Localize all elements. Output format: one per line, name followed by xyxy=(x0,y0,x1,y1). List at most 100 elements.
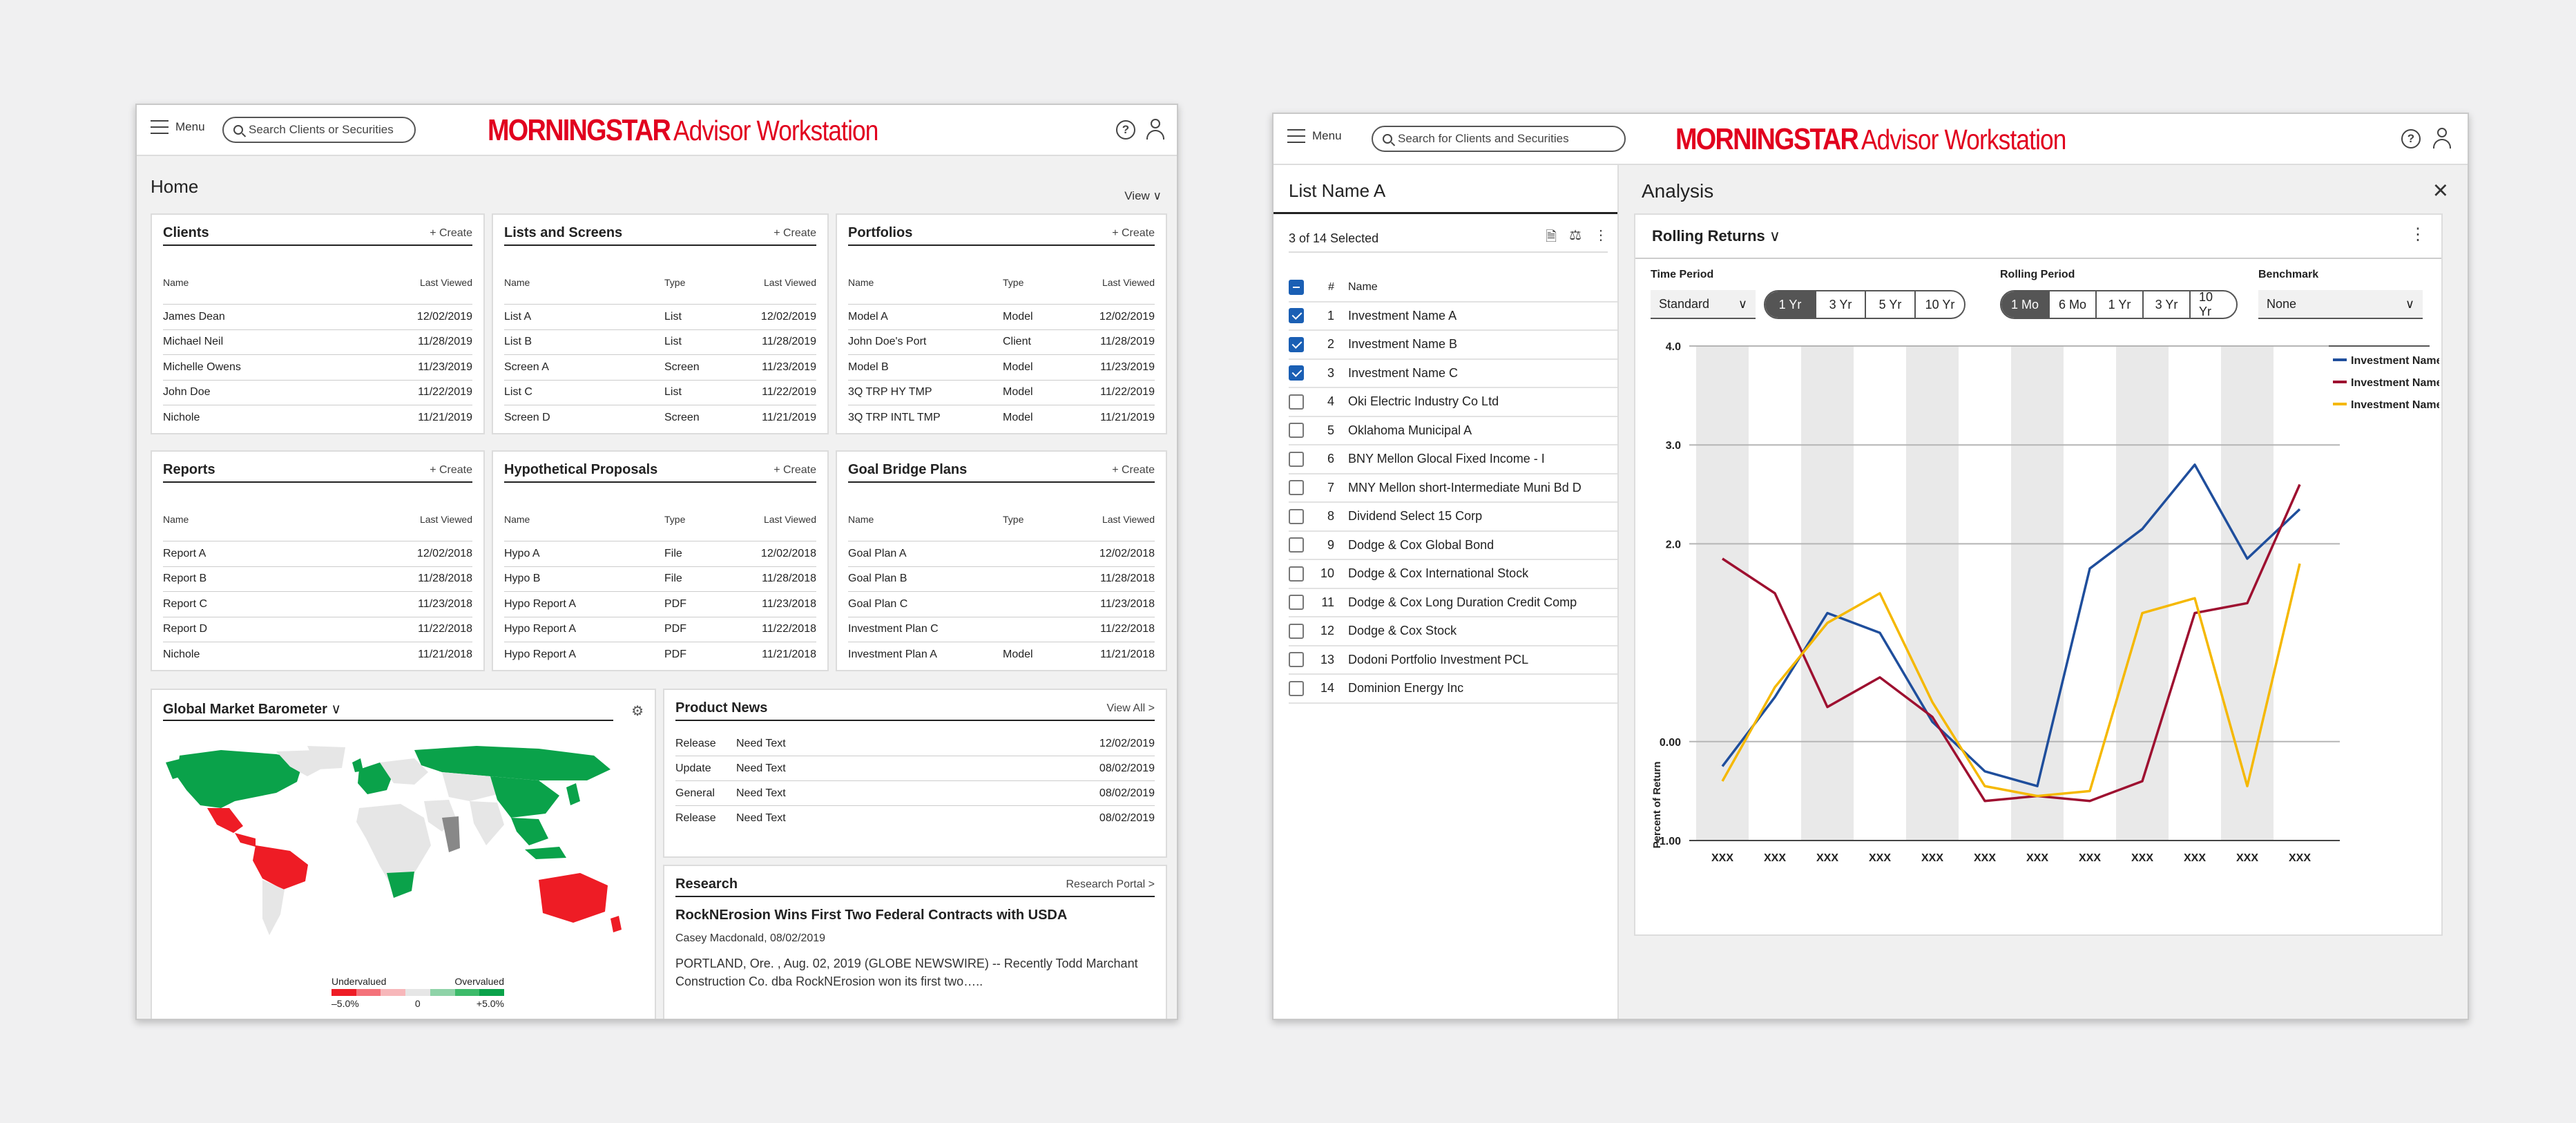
table-row[interactable]: List B List 11/28/2019 xyxy=(504,330,816,355)
close-icon[interactable]: × xyxy=(2432,176,2448,205)
item-checkbox[interactable] xyxy=(1289,680,1304,696)
chart-type-dropdown[interactable]: Rolling Returns ∨ xyxy=(1652,227,1780,245)
table-row[interactable]: Investment Plan A Model 11/21/2018 xyxy=(848,642,1155,668)
item-checkbox[interactable] xyxy=(1289,480,1304,496)
table-row[interactable]: Hypo A File 12/02/2018 xyxy=(504,541,816,567)
list-item[interactable]: 14 Dominion Energy Inc xyxy=(1289,675,1617,704)
table-row[interactable]: Goal Plan A 12/02/2018 xyxy=(848,541,1155,567)
select-all-checkbox[interactable] xyxy=(1289,279,1304,295)
table-row[interactable]: Nichole 11/21/2019 xyxy=(163,405,472,431)
item-checkbox[interactable] xyxy=(1289,451,1304,467)
item-checkbox[interactable] xyxy=(1289,394,1304,410)
segment-option[interactable]: 6 Mo xyxy=(2048,291,2095,318)
list-item[interactable]: 2 Investment Name B xyxy=(1289,331,1617,360)
segment-option[interactable]: 1 Yr xyxy=(2095,291,2142,318)
segment-option[interactable]: 3 Yr xyxy=(1815,291,1865,318)
create-button[interactable]: + Create xyxy=(430,227,472,239)
search-input[interactable] xyxy=(1398,132,1604,146)
list-item[interactable]: 12 Dodge & Cox Stock xyxy=(1289,617,1617,646)
list-item[interactable]: 7 MNY Mellon short-Intermediate Muni Bd D xyxy=(1289,474,1617,503)
segment-option[interactable]: 3 Yr xyxy=(2142,291,2189,318)
table-row[interactable]: Goal Plan C 11/23/2018 xyxy=(848,592,1155,617)
segment-option[interactable]: 5 Yr xyxy=(1865,291,1914,318)
table-row[interactable]: Report D 11/22/2018 xyxy=(163,617,472,642)
table-row[interactable]: Hypo Report A PDF 11/22/2018 xyxy=(504,617,816,642)
news-row[interactable]: Update Need Text 08/02/2019 xyxy=(675,756,1155,781)
segment-option[interactable]: 10 Yr xyxy=(2189,291,2236,318)
list-item[interactable]: 9 Dodge & Cox Global Bond xyxy=(1289,532,1617,560)
list-item[interactable]: 13 Dodoni Portfolio Investment PCL xyxy=(1289,646,1617,675)
table-row[interactable]: Hypo Report A PDF 11/21/2018 xyxy=(504,642,816,668)
list-item[interactable]: 1 Investment Name A xyxy=(1289,303,1617,331)
item-checkbox[interactable] xyxy=(1289,423,1304,439)
segment-option[interactable]: 1 Mo xyxy=(2001,291,2048,318)
barometer-title[interactable]: Global Market Barometer ∨ xyxy=(163,700,341,718)
gear-icon[interactable]: ⚙ xyxy=(631,704,644,719)
item-checkbox[interactable] xyxy=(1289,623,1304,639)
benchmark-select[interactable]: None ∨ xyxy=(2258,290,2423,319)
table-row[interactable]: Michael Neil 11/28/2019 xyxy=(163,330,472,355)
research-headline[interactable]: RockNErosion Wins First Two Federal Cont… xyxy=(675,908,1068,923)
item-checkbox[interactable] xyxy=(1289,566,1304,582)
create-button[interactable]: + Create xyxy=(773,227,816,239)
search-box[interactable] xyxy=(222,117,416,143)
table-row[interactable]: List C List 11/22/2019 xyxy=(504,381,816,405)
help-icon[interactable]: ? xyxy=(1116,120,1135,140)
create-button[interactable]: + Create xyxy=(773,464,816,476)
view-all-link[interactable]: View All > xyxy=(1106,702,1155,714)
create-button[interactable]: + Create xyxy=(1112,464,1155,476)
item-checkbox[interactable] xyxy=(1289,652,1304,668)
list-item[interactable]: 11 Dodge & Cox Long Duration Credit Comp xyxy=(1289,589,1617,617)
table-row[interactable]: John Doe 11/22/2019 xyxy=(163,381,472,405)
menu-button[interactable]: Menu xyxy=(151,120,205,134)
table-row[interactable]: Model A Model 12/02/2019 xyxy=(848,305,1155,330)
table-row[interactable]: Screen D Screen 11/21/2019 xyxy=(504,405,816,431)
table-row[interactable]: Nichole 11/21/2018 xyxy=(163,642,472,668)
document-icon[interactable]: 🗎 xyxy=(1545,229,1557,244)
item-checkbox[interactable] xyxy=(1289,308,1304,324)
search-input[interactable] xyxy=(249,123,403,137)
list-item[interactable]: 10 Dodge & Cox International Stock xyxy=(1289,560,1617,589)
menu-button[interactable]: Menu xyxy=(1287,129,1342,143)
help-icon[interactable]: ? xyxy=(2401,129,2421,148)
list-item[interactable]: 6 BNY Mellon Glocal Fixed Income - I xyxy=(1289,445,1617,474)
list-item[interactable]: 5 Oklahoma Municipal A xyxy=(1289,417,1617,445)
more-icon[interactable]: ⋮ xyxy=(2410,225,2426,244)
table-row[interactable]: Hypo Report A PDF 11/23/2018 xyxy=(504,592,816,617)
table-row[interactable]: Goal Plan B 11/28/2018 xyxy=(848,567,1155,592)
table-row[interactable]: Model B Model 11/23/2019 xyxy=(848,355,1155,381)
table-row[interactable]: Report A 12/02/2018 xyxy=(163,541,472,567)
table-row[interactable]: 3Q TRP INTL TMP Model 11/21/2019 xyxy=(848,405,1155,431)
segment-option[interactable]: 1 Yr xyxy=(1765,291,1815,318)
list-item[interactable]: 3 Investment Name C xyxy=(1289,360,1617,388)
item-checkbox[interactable] xyxy=(1289,508,1304,524)
item-checkbox[interactable] xyxy=(1289,336,1304,352)
view-menu[interactable]: View ∨ xyxy=(1124,189,1162,203)
more-icon[interactable]: ⋮ xyxy=(1594,228,1608,243)
create-button[interactable]: + Create xyxy=(1112,227,1155,239)
news-row[interactable]: General Need Text 08/02/2019 xyxy=(675,781,1155,806)
create-button[interactable]: + Create xyxy=(430,464,472,476)
news-row[interactable]: Release Need Text 12/02/2019 xyxy=(675,731,1155,756)
search-box[interactable] xyxy=(1372,126,1626,152)
user-icon[interactable] xyxy=(2432,126,2452,150)
list-item[interactable]: 4 Oki Electric Industry Co Ltd xyxy=(1289,388,1617,417)
item-checkbox[interactable] xyxy=(1289,365,1304,381)
table-row[interactable]: Hypo B File 11/28/2018 xyxy=(504,567,816,592)
list-item[interactable]: 8 Dividend Select 15 Corp xyxy=(1289,503,1617,532)
table-row[interactable]: List A List 12/02/2019 xyxy=(504,305,816,330)
table-row[interactable]: Report C 11/23/2018 xyxy=(163,592,472,617)
time-period-select[interactable]: Standard ∨ xyxy=(1651,290,1756,319)
user-icon[interactable] xyxy=(1145,117,1166,141)
table-row[interactable]: 3Q TRP HY TMP Model 11/22/2019 xyxy=(848,381,1155,405)
table-row[interactable]: James Dean 12/02/2019 xyxy=(163,305,472,330)
table-row[interactable]: Screen A Screen 11/23/2019 xyxy=(504,355,816,381)
table-row[interactable]: Report B 11/28/2018 xyxy=(163,567,472,592)
segment-option[interactable]: 10 Yr xyxy=(1914,291,1964,318)
table-row[interactable]: Michelle Owens 11/23/2019 xyxy=(163,355,472,381)
news-row[interactable]: Release Need Text 08/02/2019 xyxy=(675,806,1155,831)
compare-icon[interactable]: ⚖ xyxy=(1569,228,1582,243)
table-row[interactable]: John Doe's Port Client 11/28/2019 xyxy=(848,330,1155,355)
table-row[interactable]: Investment Plan C 11/22/2018 xyxy=(848,617,1155,642)
item-checkbox[interactable] xyxy=(1289,537,1304,553)
